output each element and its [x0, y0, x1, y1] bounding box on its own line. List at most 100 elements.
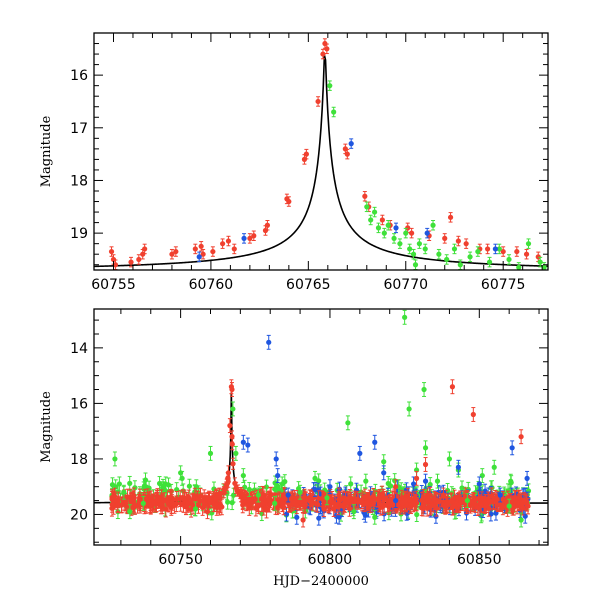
data-point	[109, 496, 115, 513]
data-point	[310, 494, 316, 511]
data-point	[455, 235, 461, 247]
data-point	[517, 490, 523, 507]
data-point	[229, 382, 235, 397]
data-point	[492, 243, 498, 255]
data-point	[537, 256, 543, 268]
data-point	[140, 495, 146, 511]
data-point	[315, 96, 321, 107]
data-point	[514, 246, 520, 257]
data-point	[447, 212, 454, 223]
data-point	[422, 457, 429, 472]
data-point	[264, 219, 271, 231]
data-point	[241, 233, 247, 244]
data-point	[344, 148, 350, 160]
y-tick-label: 18	[70, 173, 88, 189]
data-point	[363, 473, 369, 489]
data-point	[143, 479, 149, 495]
data-point	[406, 401, 412, 417]
data-point	[368, 214, 374, 226]
data-point	[225, 494, 231, 510]
data-point	[486, 256, 493, 268]
data-point	[440, 487, 447, 503]
data-point	[362, 191, 368, 202]
data-point	[424, 227, 430, 239]
data-point	[397, 238, 403, 249]
data-point	[142, 243, 148, 255]
panel-top: 60755 60760 60765 60770 60775 16 17 18 19 Magnitu…	[39, 32, 549, 293]
data-point	[272, 495, 278, 511]
data-point	[195, 493, 201, 510]
data-point	[300, 512, 306, 528]
panel-bottom: 60750 60800 60850 14 16 18 20 Magnitude HJD−2400…	[39, 308, 549, 589]
data-point	[227, 418, 233, 434]
data-point	[266, 334, 272, 350]
data-point	[443, 497, 449, 514]
data-point	[259, 495, 265, 513]
data-point	[442, 233, 448, 244]
data-point	[475, 246, 481, 257]
data-point	[516, 262, 522, 270]
data-point	[406, 491, 412, 509]
data-point	[207, 495, 213, 508]
data-point	[370, 487, 376, 505]
data-point	[449, 379, 456, 395]
data-point	[372, 434, 378, 450]
y-axis-title: Magnitude	[39, 391, 54, 463]
data-point	[506, 254, 512, 265]
data-point	[225, 465, 232, 481]
data-point	[331, 494, 337, 512]
data-point	[467, 251, 473, 263]
data-point	[500, 246, 506, 257]
x-tick-label: 60850	[457, 552, 502, 568]
data-point	[165, 495, 171, 512]
data-point	[230, 401, 236, 417]
data-point	[478, 496, 484, 514]
data-point	[336, 509, 342, 525]
data-point	[379, 214, 385, 226]
data-point	[524, 470, 530, 486]
data-point	[327, 479, 333, 495]
data-point	[324, 490, 330, 506]
x-tick-label: 60800	[308, 552, 353, 568]
data-point	[128, 256, 134, 268]
model-curve	[94, 55, 548, 268]
data-point	[409, 227, 415, 239]
data-point	[127, 475, 133, 491]
data-point	[127, 504, 133, 520]
data-point	[402, 309, 408, 325]
y-tick-label: 19	[70, 226, 88, 242]
data-point	[279, 476, 285, 492]
data-point	[393, 479, 399, 495]
data-point	[331, 106, 337, 118]
data-point	[403, 227, 409, 239]
data-point	[192, 501, 199, 517]
data-point	[412, 259, 419, 270]
data-point	[393, 222, 399, 234]
data-point	[246, 482, 252, 497]
x-tick-label: 60755	[91, 277, 136, 293]
plot-area	[94, 309, 548, 528]
data-point	[421, 382, 427, 397]
data-point	[340, 497, 346, 515]
data-point	[231, 243, 237, 255]
data-point	[251, 230, 257, 242]
x-tick-label: 60765	[286, 277, 331, 293]
data-point	[320, 491, 326, 508]
data-point	[484, 243, 491, 255]
data-point	[186, 478, 193, 494]
data-point	[207, 445, 214, 461]
data-point	[200, 248, 206, 260]
data-point	[422, 473, 429, 489]
data-point	[518, 429, 524, 445]
data-point	[119, 496, 125, 513]
data-point	[116, 476, 122, 492]
data-point	[229, 438, 235, 451]
x-tick-label: 60770	[383, 277, 428, 293]
data-point	[312, 482, 318, 497]
data-point	[427, 486, 433, 504]
data-point	[375, 491, 381, 508]
data-point	[173, 495, 179, 513]
data-point	[316, 490, 322, 507]
data-point	[286, 196, 292, 207]
data-point	[203, 492, 209, 505]
